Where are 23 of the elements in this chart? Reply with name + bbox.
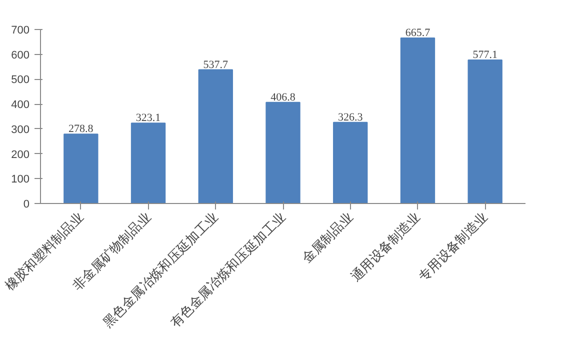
bar [64,134,98,204]
y-tick-label: 400 [11,99,30,112]
y-tick-label: 100 [11,174,30,186]
bar [266,102,300,204]
bar [400,37,436,204]
data-label: 323.1 [136,112,161,124]
data-label: 278.8 [68,123,94,136]
y-tick-label: 300 [11,124,30,136]
y-tick-label: 200 [11,148,30,161]
data-label: 577.1 [472,48,498,61]
bar [198,69,233,204]
bar [130,122,166,204]
data-label: 537.7 [203,58,229,71]
x-tick-label: 金属制品业 [299,209,356,266]
data-label: 326.3 [338,111,364,124]
data-label: 665.7 [405,26,431,39]
bar [468,59,502,204]
data-label: 406.8 [270,91,296,104]
y-tick-label: 0 [23,198,30,210]
bar [333,122,368,204]
y-tick-label: 600 [11,49,30,62]
y-tick-label: 500 [11,74,30,86]
y-tick-label: 700 [11,24,30,36]
